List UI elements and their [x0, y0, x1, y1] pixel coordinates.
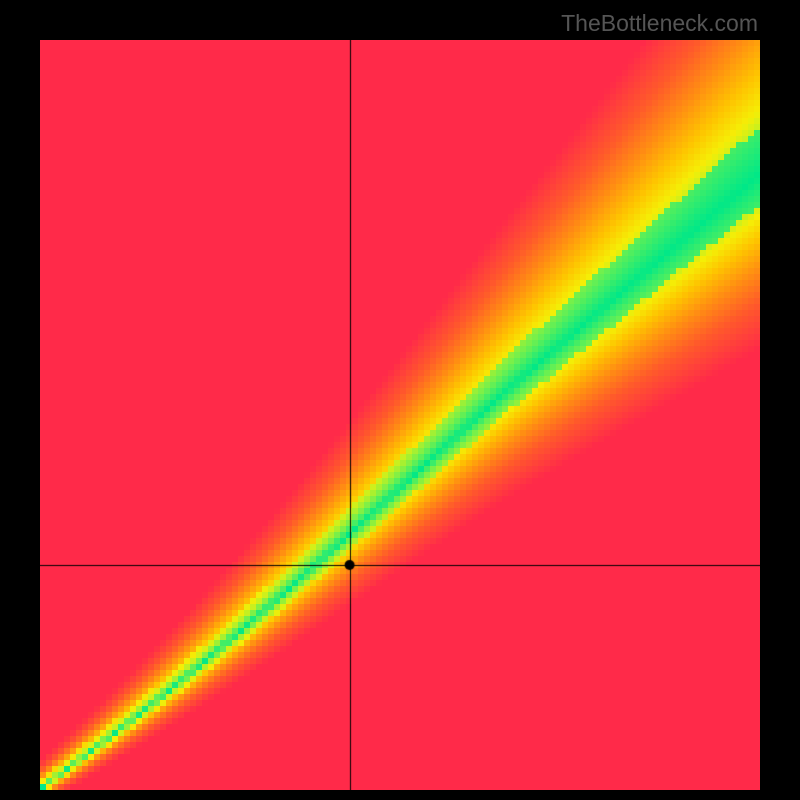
figure-container: TheBottleneck.com: [0, 0, 800, 800]
watermark-text: TheBottleneck.com: [561, 10, 758, 37]
crosshair-overlay: [40, 40, 760, 790]
